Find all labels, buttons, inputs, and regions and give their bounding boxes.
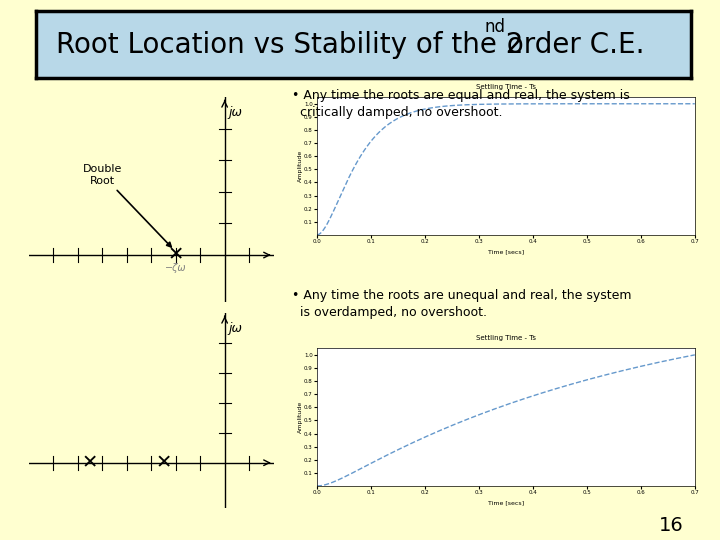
Text: ✕: ✕ (82, 453, 98, 472)
Y-axis label: Amplitude: Amplitude (297, 401, 302, 433)
Y-axis label: Amplitude: Amplitude (297, 150, 302, 182)
X-axis label: Time [secs]: Time [secs] (487, 501, 524, 506)
Title: Settling Time - Ts: Settling Time - Ts (476, 84, 536, 90)
Text: ✕: ✕ (156, 453, 171, 472)
Text: jω: jω (228, 106, 243, 119)
Text: nd: nd (485, 18, 506, 36)
Text: −ζω: −ζω (165, 263, 186, 273)
Text: Double
Root: Double Root (83, 164, 171, 247)
Text: 16: 16 (660, 516, 684, 535)
Title: Settling Time - Ts: Settling Time - Ts (476, 335, 536, 341)
X-axis label: Time [secs]: Time [secs] (487, 249, 524, 255)
Text: jω: jω (228, 322, 243, 335)
Text: Root Location vs Stability of the 2: Root Location vs Stability of the 2 (55, 31, 523, 58)
Text: • Any time the roots are unequal and real, the system
  is overdamped, no oversh: • Any time the roots are unequal and rea… (292, 289, 631, 319)
Text: order C.E.: order C.E. (498, 31, 644, 58)
Text: • Any time the roots are equal and real, the system is
  critically damped, no o: • Any time the roots are equal and real,… (292, 89, 629, 119)
Text: ✕: ✕ (168, 246, 184, 265)
